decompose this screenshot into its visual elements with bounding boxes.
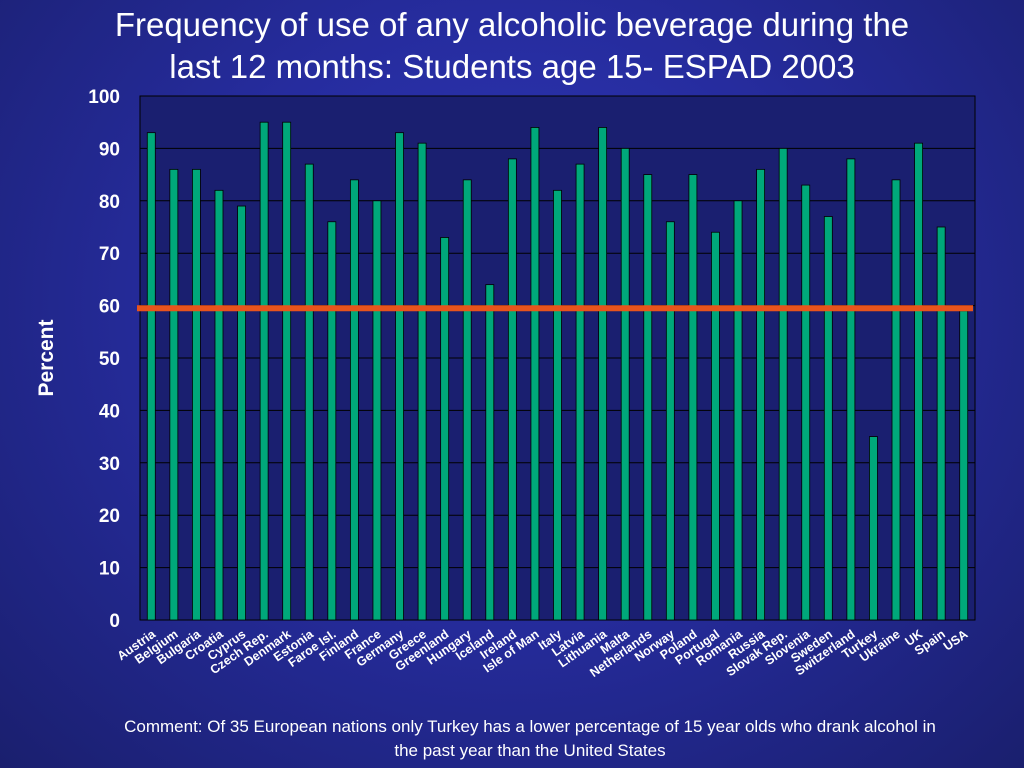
y-tick-label: 90: [99, 139, 120, 160]
bar: [959, 310, 969, 621]
bar: [733, 200, 743, 621]
bar: [711, 231, 720, 621]
bar: [395, 132, 404, 621]
y-tick-label: 10: [99, 559, 120, 580]
y-tick-label: 20: [99, 506, 120, 527]
bar: [688, 174, 698, 621]
x-tick-label: USA: [941, 627, 971, 654]
bar: [349, 179, 359, 621]
bar: [575, 163, 585, 621]
y-tick-label: 0: [109, 611, 120, 632]
bar: [891, 179, 901, 621]
bar: [327, 221, 337, 621]
bar: [778, 147, 788, 621]
bar: [914, 142, 923, 621]
bar: [192, 168, 201, 621]
bar: [530, 127, 540, 621]
y-tick-label: 40: [99, 401, 120, 422]
bar: [282, 121, 292, 621]
bar: [372, 200, 382, 621]
bar: [259, 121, 269, 621]
y-tick-label: 60: [99, 297, 120, 318]
chart-title: Frequency of use of any alcoholic bevera…: [114, 6, 910, 85]
bar: [169, 168, 179, 621]
bar: [801, 184, 811, 621]
x-axis-labels: AustriaBelgiumBulgariaCroatiaCyprusCzech…: [115, 626, 971, 680]
bar: [756, 168, 766, 621]
y-tick-label: 100: [88, 87, 120, 108]
bar: [553, 189, 562, 621]
bar: [846, 158, 856, 621]
bar-chart: 0 10 20 30 40 50 60 70 80 90 100 AustriaBelgiumBul…: [35, 87, 976, 680]
bar: [869, 436, 878, 621]
bar: [823, 216, 833, 621]
bar: [643, 174, 653, 621]
y-tick-label: 70: [99, 244, 120, 265]
bar: [936, 226, 946, 621]
bar: [665, 221, 675, 621]
bar: [620, 147, 630, 621]
bars: [146, 121, 969, 621]
y-axis-ticks: 0 10 20 30 40 50 60 70 80 90 100: [88, 87, 120, 632]
comment-text: Comment: Of 35 European nations only Tur…: [124, 717, 936, 760]
bar: [462, 179, 472, 621]
bar: [146, 132, 156, 621]
y-axis-label: Percent: [35, 319, 58, 396]
bar: [237, 205, 246, 621]
bar: [304, 163, 314, 621]
bar: [440, 237, 450, 621]
bar: [598, 127, 608, 621]
bar: [214, 189, 224, 621]
bar: [485, 284, 495, 621]
y-tick-label: 80: [99, 192, 120, 213]
bar: [507, 158, 517, 621]
y-tick-label: 50: [99, 349, 120, 370]
y-tick-label: 30: [99, 454, 120, 475]
bar: [417, 142, 427, 621]
